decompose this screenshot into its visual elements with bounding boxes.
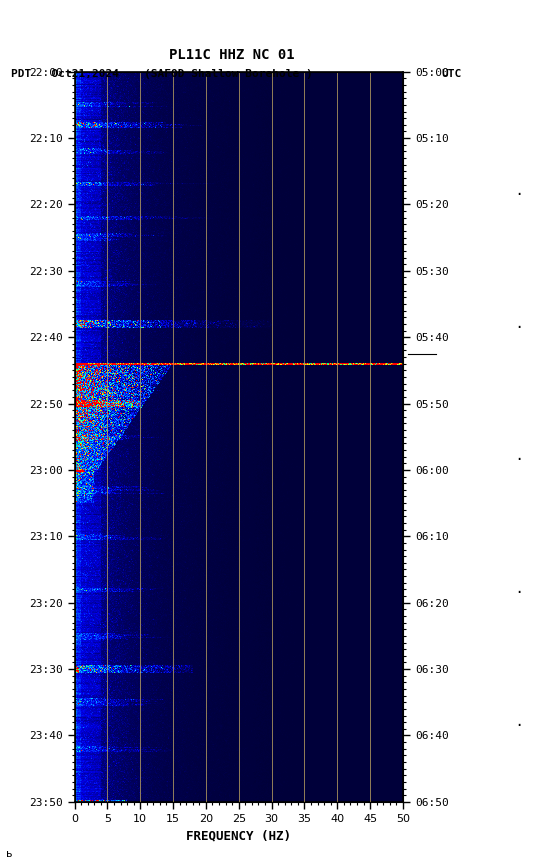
Text: ·: · [516,717,522,735]
X-axis label: FREQUENCY (HZ): FREQUENCY (HZ) [186,829,291,842]
Text: ·: · [516,451,522,469]
Text: ·: · [516,319,522,337]
Text: ь: ь [6,849,12,859]
Text: PDT   Oct21,2024: PDT Oct21,2024 [11,69,119,79]
Text: (SAFOD Shallow Borehole ): (SAFOD Shallow Borehole ) [144,69,312,79]
Text: ·: · [516,186,522,204]
Text: PL11C HHZ NC 01: PL11C HHZ NC 01 [169,48,295,62]
Text: ·: · [516,584,522,602]
Text: UTC: UTC [442,69,462,79]
